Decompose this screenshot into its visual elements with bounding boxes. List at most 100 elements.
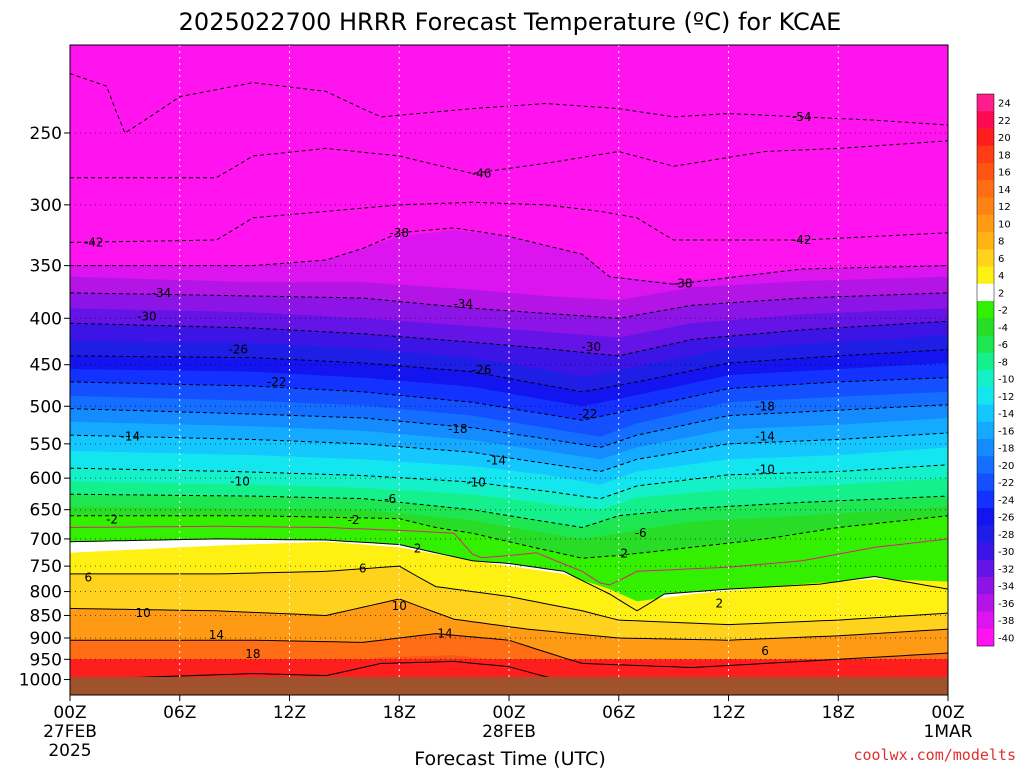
colorbar-label: -36 (998, 599, 1014, 610)
colorbar-swatch (977, 145, 994, 164)
x-tick-label: 06Z (163, 703, 196, 723)
contour-6 (70, 565, 948, 626)
contour-label: 6 (84, 571, 92, 585)
colorbar-label: -4 (998, 323, 1008, 334)
grid-lines (70, 45, 948, 695)
colorbar-swatch (977, 318, 994, 336)
contour-label: -26 (472, 363, 492, 377)
contour-label: 6 (761, 644, 769, 658)
colorbar-swatch (977, 163, 994, 181)
y-tick-label: 600 (30, 469, 62, 489)
contour-label: -30 (137, 309, 157, 323)
colorbar-swatch (977, 473, 994, 492)
x-axis-label: Forecast Time (UTC) (414, 748, 605, 768)
contour-label: 10 (136, 606, 151, 620)
colorbar-swatch (977, 456, 994, 474)
contour-neg30 (70, 320, 948, 357)
contour-label: 18 (245, 647, 260, 661)
y-tick-label: 1000 (19, 671, 62, 691)
colorbar-label: 16 (998, 168, 1011, 179)
colorbar-label: 20 (998, 133, 1011, 144)
colorbar-swatch (977, 628, 994, 647)
y-tick-label: 650 (30, 501, 62, 521)
contour-label: -10 (466, 476, 486, 490)
y-axis-ticks: 250 300 350 400 450 500 550 600 650 700 750 800 850 9… (19, 124, 70, 691)
y-tick-label: 950 (30, 650, 62, 670)
colorbar-swatch (977, 594, 994, 612)
y-tick-label: 550 (30, 435, 62, 455)
y-tick-label: 850 (30, 606, 62, 626)
colorbar-swatch (977, 490, 994, 509)
colorbar-label: 6 (998, 254, 1004, 265)
x-tick-date: 28FEB (482, 722, 536, 742)
x-tick-label: 00Z (53, 703, 86, 723)
y-tick-label: 750 (30, 557, 62, 577)
contour-label: -38 (389, 226, 409, 240)
colorbar-label: -8 (998, 357, 1008, 368)
x-tick-label: 00Z (931, 703, 964, 723)
contour-label: -6 (384, 492, 396, 506)
contour-label: -42 (792, 233, 812, 247)
colorbar-label: -18 (998, 444, 1014, 455)
y-tick-label: 400 (30, 309, 62, 329)
contour-10 (70, 598, 948, 641)
colorbar-swatch (977, 128, 994, 147)
x-tick-date: 1MAR (924, 722, 973, 742)
y-tick-label: 300 (30, 196, 62, 216)
contour-label: -18 (448, 422, 468, 436)
y-tick-label: 350 (30, 257, 62, 277)
x-tick-label: 18Z (822, 703, 855, 723)
colorbar-swatch (977, 525, 994, 543)
x-tick-label: 18Z (383, 703, 416, 723)
colorbar-label: -30 (998, 547, 1014, 558)
contour-label: 10 (392, 599, 407, 613)
colorbar-label: -20 (998, 461, 1014, 472)
y-tick-label: 700 (30, 530, 62, 550)
contour-neg14 (70, 432, 948, 473)
y-tick-label: 500 (30, 397, 62, 417)
colorbar-swatch (977, 301, 994, 319)
contour-neg18 (70, 404, 948, 448)
contour-label: -14 (121, 430, 141, 444)
colorbar-swatch (977, 232, 994, 250)
colorbar-label: -34 (998, 582, 1014, 593)
ground-surface (70, 677, 948, 695)
colorbar-swatch (977, 542, 994, 561)
chart-title: 2025022700 HRRR Forecast Temperature (ºC… (179, 8, 842, 36)
colorbar-swatch (977, 111, 994, 129)
contour-label: -34 (152, 286, 172, 300)
x-tick-label: 00Z (492, 703, 525, 723)
contour-label: 6 (359, 562, 367, 576)
contour-label: 2 (620, 546, 628, 560)
colorbar-label: 4 (998, 271, 1004, 282)
contour-labels: -54-46-42 -42-38-38-34-34-30-30-26-26-22-… (84, 110, 811, 661)
colorbar-swatch (977, 404, 994, 423)
contour-neg46 (70, 140, 948, 179)
contour-2 (70, 538, 948, 612)
y-tick-label: 800 (30, 583, 62, 603)
colorbar-swatch (977, 508, 994, 526)
colorbar-label: -24 (998, 495, 1014, 506)
colorbar-swatch (977, 283, 994, 302)
colorbar-label: -28 (998, 530, 1014, 541)
contour-label: -6 (635, 526, 647, 540)
contour-label: -2 (348, 513, 360, 527)
colorbar-label: 24 (998, 99, 1011, 110)
contour-label: 14 (209, 628, 224, 642)
colorbar-label: -38 (998, 616, 1014, 627)
colorbar-swatch (977, 266, 994, 285)
contour-label: -22 (578, 407, 598, 421)
x-tick-label: 12Z (712, 703, 745, 723)
colorbar-swatch (977, 577, 994, 595)
contour-label: -14 (755, 430, 775, 444)
credit-text: coolwx.com/modelts (853, 746, 1016, 764)
contour-label: -34 (453, 297, 473, 311)
colorbar-swatch (977, 249, 994, 267)
colorbar-swatch (977, 94, 994, 112)
contour-label: -26 (228, 343, 248, 357)
colorbar-swatch (977, 180, 994, 198)
x-tick-label: 06Z (602, 703, 635, 723)
colorbar-swatch (977, 421, 994, 440)
